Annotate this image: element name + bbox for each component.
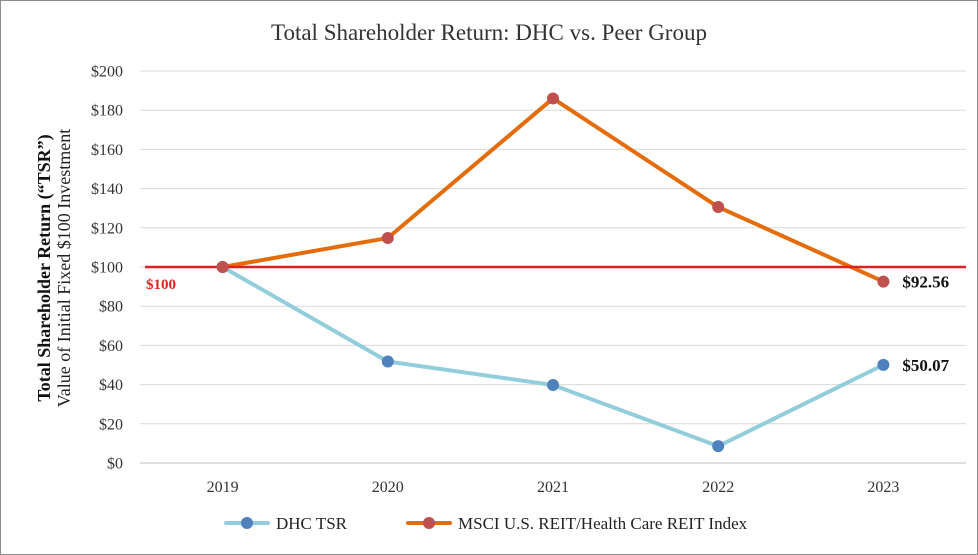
y-tick-label: $40 [99,377,123,394]
y-tick-label: $120 [91,220,123,237]
series-markers [216,92,890,453]
data-point [216,261,229,273]
y-tick-label: $60 [99,338,123,355]
y-tick-labels: $0 $20 $40 $60 $80 $100 $120 $140 $160 $180 $200 [91,64,123,473]
data-point [877,275,890,288]
y-tick-label: $140 [91,181,123,198]
end-label: $92.56 [902,273,949,292]
y-tick-label: $0 [107,456,123,473]
y-tick-label: $160 [91,142,123,159]
x-tick-label: 2021 [537,479,569,496]
legend-label: MSCI U.S. REIT/Health Care REIT Index [458,514,748,533]
y-tick-label: $20 [99,416,123,433]
x-tick-label: 2020 [372,479,404,496]
data-point [877,358,890,371]
legend-item: DHC TSR [224,514,348,533]
data-point [381,355,394,368]
chart-title: Total Shareholder Return: DHC vs. Peer G… [271,20,707,45]
y-axis-title-sub: Value of Initial Fixed $100 Investment [54,129,74,407]
data-point [547,92,559,105]
legend-marker [241,517,253,529]
y-axis-title: Total Shareholder Return (“TSR”) Value o… [34,129,74,407]
legend: DHC TSR MSCI U.S. REIT/Health Care REIT I… [224,514,748,533]
reference-line-group: $100 [145,265,966,293]
x-tick-label: 2023 [867,479,899,496]
legend-marker [423,517,435,529]
series-lines [220,96,886,449]
x-tick-labels: 2019 2020 2021 2022 2023 [207,479,900,496]
x-tick-label: 2022 [702,479,734,496]
legend-label: DHC TSR [276,514,348,533]
series-line-0 [220,265,886,449]
end-label: $50.07 [902,356,949,375]
series-line-1 [220,96,886,284]
reference-line-label: $100 [146,277,176,293]
data-point [712,201,725,214]
y-tick-label: $180 [91,103,123,120]
y-tick-label: $200 [91,64,123,81]
end-labels: $50.07 $92.56 [902,273,949,375]
y-tick-label: $80 [99,299,123,316]
data-point [712,440,725,453]
x-tick-label: 2019 [207,479,239,496]
y-tick-label: $100 [91,260,123,277]
legend-item: MSCI U.S. REIT/Health Care REIT Index [406,514,748,533]
data-point [547,378,559,391]
data-point [381,231,394,244]
y-axis-title-bold: Total Shareholder Return (“TSR”) [34,134,55,401]
